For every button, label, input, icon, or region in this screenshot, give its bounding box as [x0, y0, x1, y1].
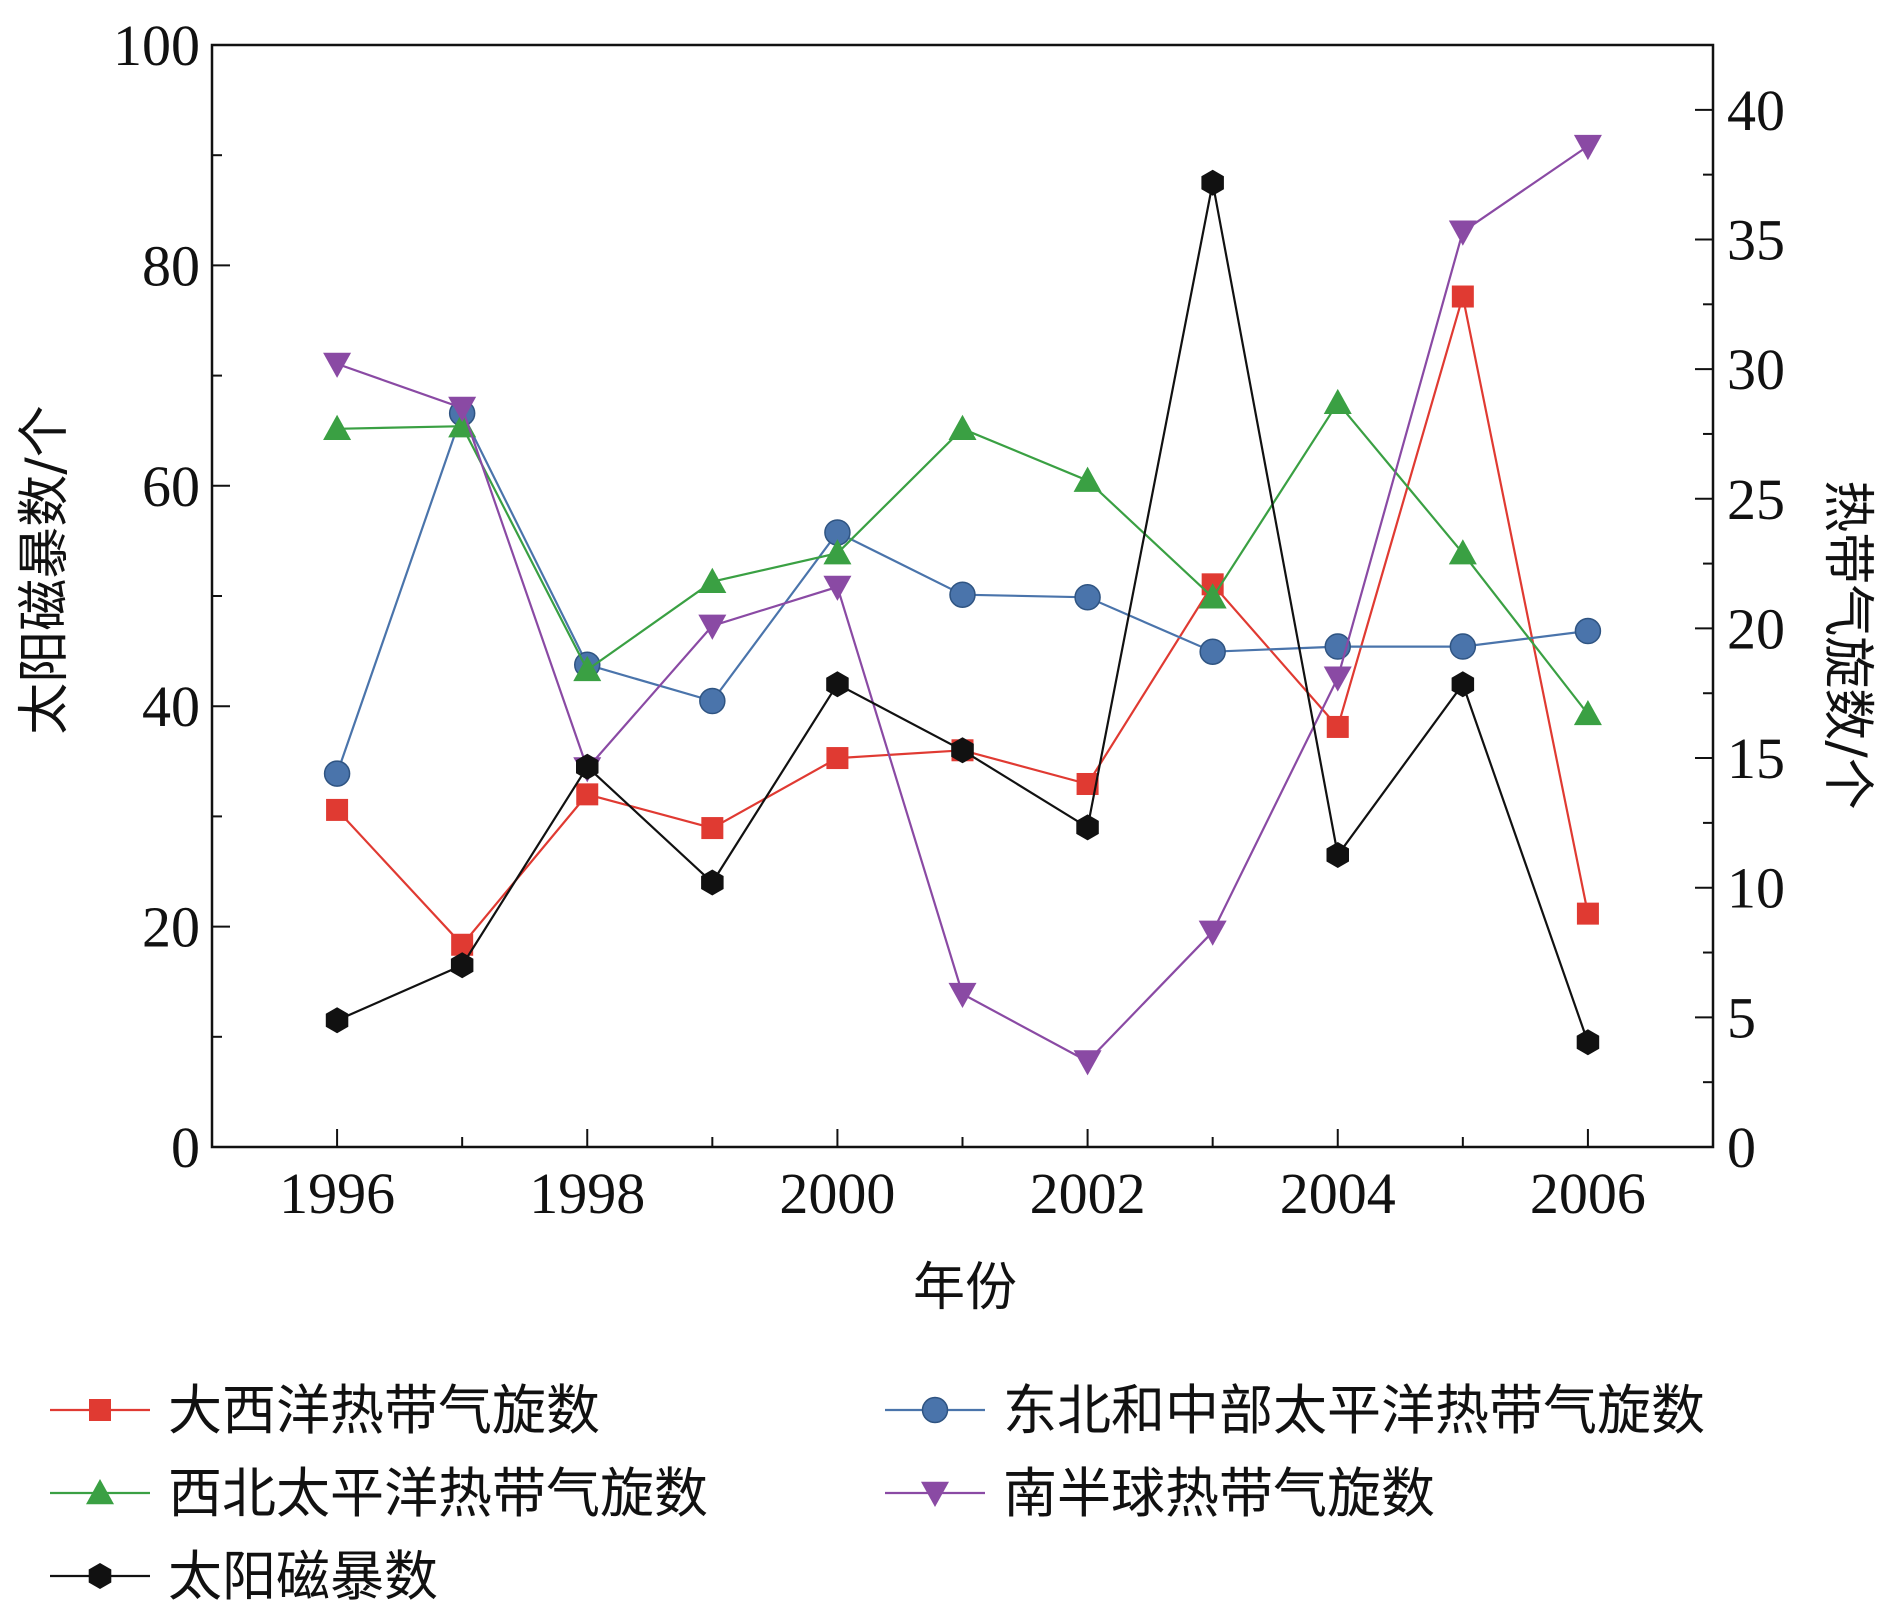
data-point — [448, 396, 477, 423]
x-tick-label: 2000 — [779, 1161, 895, 1226]
data-point — [699, 687, 726, 715]
data-point — [1201, 169, 1224, 196]
data-point — [323, 760, 351, 787]
legend-item: 东北和中部太平洋热带气旋数 — [885, 1379, 1705, 1442]
data-point — [826, 671, 849, 698]
legend-label: 西北太平洋热带气旋数 — [168, 1462, 708, 1525]
data-point — [1451, 671, 1475, 698]
data-point — [1448, 220, 1477, 246]
data-point — [1073, 466, 1102, 492]
data-point — [698, 567, 727, 593]
left-y-tick-label: 0 — [171, 1115, 200, 1180]
data-point — [698, 614, 727, 640]
data-point — [323, 352, 352, 378]
right-y-tick-label: 10 — [1727, 856, 1785, 921]
data-point — [573, 655, 602, 682]
data-point — [823, 539, 852, 565]
data-point — [1448, 539, 1477, 565]
data-point — [326, 798, 349, 821]
series-line — [336, 182, 1589, 1043]
right-y-tick-label: 25 — [1727, 467, 1785, 532]
right-y-axis-title: 热带气旋数/个 — [1817, 480, 1877, 810]
left-y-tick-label: 40 — [142, 674, 200, 739]
data-point — [1451, 285, 1474, 308]
data-point — [948, 414, 977, 440]
right-y-tick-label: 15 — [1727, 726, 1785, 791]
legend-label: 太阳磁暴数 — [168, 1545, 438, 1608]
data-point — [1076, 772, 1099, 795]
data-point — [1326, 715, 1349, 738]
legend-label: 南半球热带气旋数 — [1003, 1462, 1435, 1525]
data-point — [451, 933, 474, 956]
legend-item: 南半球热带气旋数 — [885, 1462, 1435, 1525]
data-point — [576, 783, 599, 806]
data-point — [826, 747, 849, 770]
series-5 — [325, 169, 1600, 1056]
x-axis-title: 年份 — [913, 1258, 1017, 1318]
data-point — [325, 1007, 349, 1034]
data-point — [701, 817, 724, 840]
data-point — [948, 982, 977, 1009]
data-point — [1073, 1050, 1102, 1076]
series-line — [337, 400, 1589, 715]
data-point — [1199, 638, 1226, 665]
legend-marker — [88, 1563, 112, 1589]
legend-marker — [86, 1479, 114, 1505]
data-point — [1076, 814, 1099, 841]
x-tick-label: 2004 — [1280, 1161, 1396, 1226]
data-point — [701, 869, 724, 896]
right-y-tick-label: 30 — [1727, 337, 1785, 402]
x-tick-label: 1996 — [279, 1161, 395, 1226]
right-y-tick-label: 40 — [1727, 78, 1785, 143]
series-layer — [323, 134, 1602, 1076]
data-point — [1323, 388, 1352, 415]
data-point — [1576, 1029, 1600, 1056]
series-1 — [326, 285, 1599, 956]
series-3 — [323, 388, 1602, 726]
legend-item: 西北太平洋热带气旋数 — [50, 1462, 708, 1525]
data-point — [1074, 584, 1101, 611]
data-point — [576, 753, 599, 780]
data-point — [1574, 617, 1602, 645]
data-point — [951, 737, 974, 764]
legend-label: 东北和中部太平洋热带气旋数 — [1003, 1379, 1705, 1442]
data-point — [823, 575, 852, 601]
data-point — [1449, 633, 1477, 660]
legend-marker — [921, 1396, 949, 1424]
legend-marker — [921, 1481, 949, 1507]
data-point — [1326, 842, 1349, 868]
left-y-tick-label: 20 — [142, 895, 200, 960]
data-point — [1573, 699, 1602, 726]
left-y-tick-label: 80 — [142, 233, 200, 298]
right-y-tick-label: 20 — [1727, 596, 1785, 661]
left-y-tick-label: 100 — [113, 13, 200, 78]
legend-item: 太阳磁暴数 — [50, 1545, 438, 1608]
x-tick-label: 2006 — [1530, 1161, 1646, 1226]
data-point — [949, 581, 976, 608]
data-point — [1198, 920, 1227, 946]
left-y-axis-title: 太阳磁暴数/个 — [15, 405, 75, 735]
data-point — [450, 952, 474, 979]
axes: 1996 1998 2000 2002 2004 2006 0 20 40 60 80 100 0 5 10… — [113, 13, 1785, 1226]
legend-marker — [89, 1399, 111, 1421]
right-y-tick-label: 5 — [1727, 985, 1756, 1050]
series-line — [336, 296, 1589, 947]
series-2 — [323, 399, 1602, 787]
x-tick-label: 1998 — [529, 1161, 645, 1226]
legend-item: 大西洋热带气旋数 — [50, 1379, 600, 1442]
data-point — [323, 414, 352, 440]
right-y-tick-label: 0 — [1727, 1115, 1756, 1180]
data-point — [1576, 902, 1599, 925]
legend-label: 大西洋热带气旋数 — [168, 1379, 600, 1442]
left-y-tick-label: 60 — [142, 454, 200, 519]
x-tick-label: 2002 — [1030, 1161, 1146, 1226]
data-point — [1198, 583, 1227, 609]
right-y-tick-label: 35 — [1727, 207, 1785, 272]
data-point — [1573, 134, 1602, 161]
data-point — [1323, 666, 1352, 692]
